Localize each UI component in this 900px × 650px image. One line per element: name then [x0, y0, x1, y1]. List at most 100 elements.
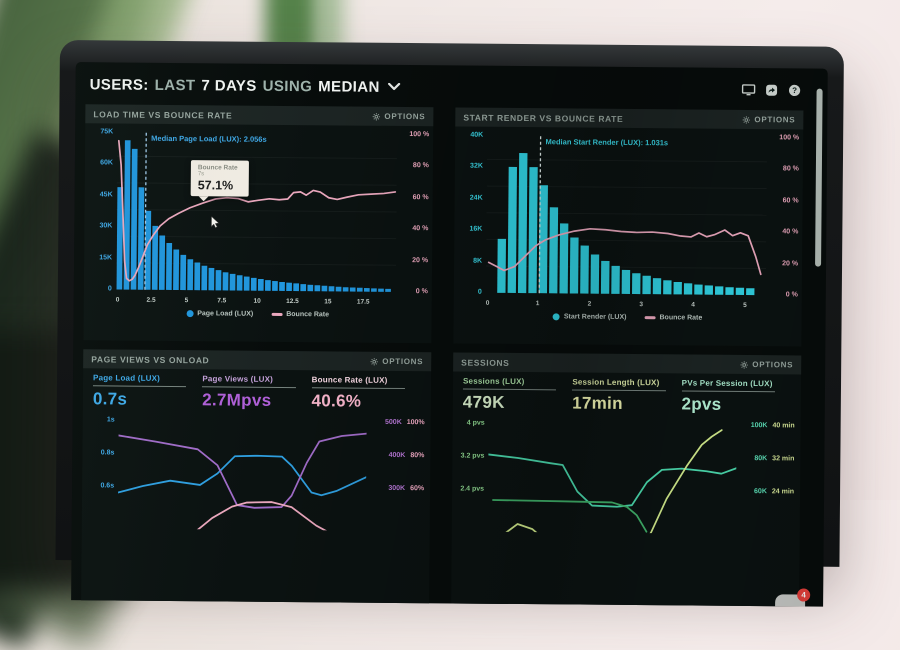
panel-header: LOAD TIME VS BOUNCE RATE OPTIONS	[85, 104, 433, 126]
histogram-bar	[187, 259, 193, 290]
options-button[interactable]: OPTIONS	[740, 360, 793, 369]
y-tick-label: 0	[88, 285, 112, 292]
y-tick-label: 60 %	[771, 197, 799, 204]
metric-sessions: Sessions (LUX) 479K	[463, 377, 573, 414]
y-tick-label: 40 min	[772, 422, 794, 429]
chevron-down-icon	[388, 83, 401, 91]
histogram-bar	[364, 288, 370, 292]
histogram-bar	[570, 237, 579, 293]
legend-label: Bounce Rate	[286, 311, 329, 318]
x-tick-label: 2.5	[147, 297, 156, 304]
histogram-bar	[694, 285, 702, 295]
options-label: OPTIONS	[754, 115, 795, 124]
histogram-bar	[746, 288, 754, 295]
y-tick-label: 0 %	[770, 291, 798, 298]
histogram-bar	[642, 276, 650, 294]
tooltip-subtitle: 7s	[198, 171, 242, 177]
scrollbar[interactable]	[815, 89, 823, 267]
chat-button[interactable]: 4	[775, 594, 805, 606]
metric-label: Sessions (LUX)	[463, 377, 572, 387]
y-tick-label: 80 %	[771, 166, 799, 173]
range-word: LAST	[155, 76, 196, 93]
options-button[interactable]: OPTIONS	[742, 115, 795, 124]
metric-underline	[463, 389, 556, 391]
histogram-bar	[350, 287, 356, 291]
svg-text:?: ?	[792, 86, 797, 95]
histogram-bar	[265, 280, 271, 291]
y-tick-label: 60K	[89, 160, 113, 167]
share-icon[interactable]	[764, 84, 779, 97]
users-range-dropdown[interactable]: USERS: LAST 7 DAYS USING MEDIAN	[90, 76, 401, 96]
histogram-bar	[601, 261, 610, 294]
y-tick-label: 24 min	[772, 488, 794, 495]
x-tick-label: 5	[185, 297, 189, 304]
y-tick-label: 80 %	[401, 162, 429, 169]
y-tick-label: 24K	[459, 194, 483, 201]
x-tick-label: 3	[639, 301, 643, 308]
x-tick-label: 0	[116, 296, 120, 303]
metric-page-views: Page Views (LUX) 2.7Mpvs	[202, 374, 312, 411]
histogram-bar	[194, 262, 200, 290]
metric-pvs-per-session: PVs Per Session (LUX) 2pvs	[681, 378, 791, 415]
legend-label: Start Render (LUX)	[564, 313, 627, 321]
histogram-bar	[216, 270, 222, 290]
series-line	[118, 431, 367, 508]
y-tick-label: 2.4 pvs	[460, 486, 484, 493]
histogram-bar	[201, 266, 207, 291]
histogram-bar	[622, 270, 631, 294]
histogram-bar	[258, 279, 264, 291]
histogram-bar	[632, 273, 640, 294]
y-tick-label: 75K	[89, 128, 113, 135]
metric-value: 2pvs	[681, 394, 791, 415]
options-button[interactable]: OPTIONS	[372, 112, 425, 121]
y-tick-label: 100 %	[401, 131, 429, 138]
histogram-bar	[293, 283, 299, 291]
range-word: USING	[263, 77, 313, 94]
legend-dash	[271, 313, 282, 316]
histogram-bar	[653, 278, 661, 294]
histogram-bar	[497, 239, 506, 293]
help-icon[interactable]: ?	[787, 84, 802, 97]
options-button[interactable]: OPTIONS	[370, 357, 423, 366]
histogram-bar	[518, 153, 528, 293]
legend-item: Bounce Rate	[644, 314, 702, 322]
gear-icon	[372, 112, 380, 120]
metric-session-length: Session Length (LUX) 17min	[572, 377, 682, 414]
page-views-onload-line-chart	[118, 414, 367, 531]
histogram-bar	[715, 286, 723, 294]
metric-label: Session Length (LUX)	[572, 377, 681, 387]
y-tick-label: 20 %	[400, 257, 428, 264]
histogram-bar	[251, 278, 257, 291]
histogram-bar	[591, 254, 600, 293]
metrics-row: Sessions (LUX) 479K Session Length (LUX)…	[453, 371, 801, 417]
y-tick-label: 400K	[389, 452, 406, 459]
panel-sessions: SESSIONS OPTIONS Sessions (LUX) 479K Ses…	[450, 352, 801, 606]
histogram-bar	[357, 288, 363, 292]
y-tick-label: 8K	[458, 257, 482, 264]
monitor-icon[interactable]	[741, 83, 756, 96]
histogram-bar	[528, 167, 537, 293]
legend-dot	[186, 310, 193, 317]
histogram-bar	[237, 275, 243, 290]
panel-title: START RENDER VS BOUNCE RATE	[463, 112, 623, 123]
metrics-row: Page Load (LUX) 0.7s Page Views (LUX) 2.…	[83, 368, 431, 414]
y-tick-label: 32K	[459, 163, 483, 170]
median-label: Median Page Load (LUX): 2.056s	[151, 134, 267, 144]
y-tick-label: 60%	[410, 485, 424, 492]
legend-item: Bounce Rate	[271, 311, 329, 319]
legend-dot	[553, 313, 560, 320]
y-tick-label: 45K	[89, 191, 113, 198]
range-value: 7 DAYS	[201, 77, 256, 94]
y-tick-label: 100%	[407, 419, 425, 426]
metric-label: Bounce Rate (LUX)	[312, 375, 421, 385]
series-line	[500, 428, 722, 534]
options-label: OPTIONS	[384, 112, 425, 121]
histogram-bar	[173, 249, 179, 290]
